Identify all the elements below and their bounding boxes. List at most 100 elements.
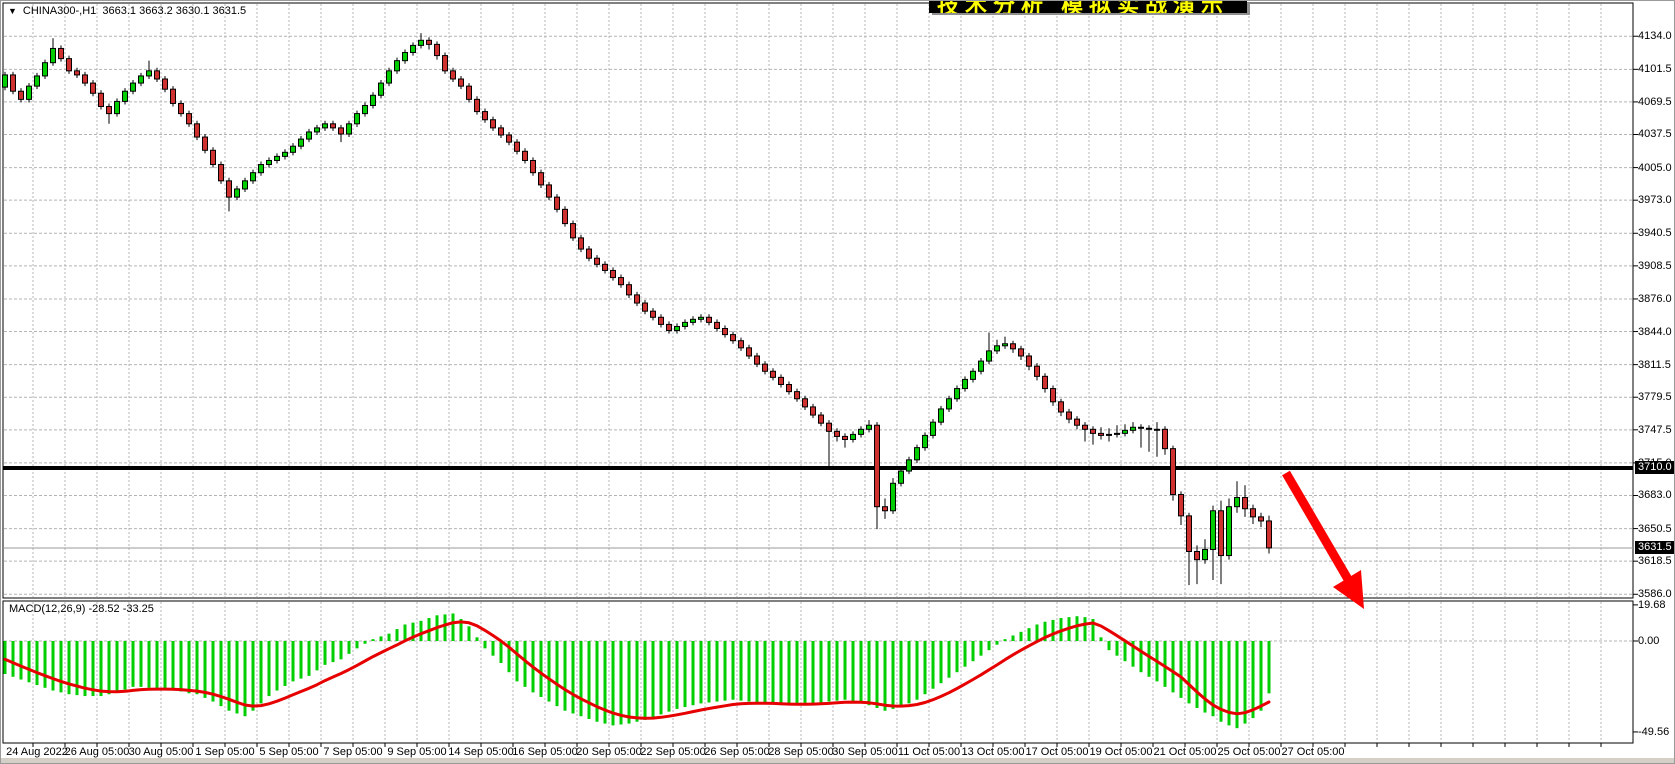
- candle-body: [682, 321, 688, 327]
- macd-tick-label: 0.00: [1638, 635, 1660, 647]
- macd-bar: [299, 641, 303, 679]
- macd-bar: [683, 641, 687, 708]
- macd-bar: [739, 641, 743, 701]
- time-tick-label: 27 Oct 05:00: [1281, 746, 1345, 758]
- macd-bar: [219, 641, 223, 707]
- candle-body: [602, 263, 608, 271]
- macd-bar: [643, 641, 647, 720]
- candle-body: [106, 105, 112, 115]
- candle-body: [1018, 348, 1024, 357]
- macd-bar: [1219, 641, 1223, 722]
- candle-body: [314, 127, 320, 133]
- macd-bar: [331, 641, 335, 663]
- candle-body: [1226, 506, 1232, 557]
- main-chart-area[interactable]: [2, 2, 1634, 599]
- price-tick-label: 3747.5: [1638, 423, 1672, 436]
- macd-bar: [467, 626, 471, 641]
- macd-bar: [699, 641, 703, 704]
- macd-bar: [307, 641, 311, 676]
- candle-body: [362, 104, 368, 115]
- time-tick-label: 16 Sep 05:00: [512, 746, 578, 758]
- macd-bar: [819, 641, 823, 703]
- candle-body: [914, 447, 920, 461]
- macd-bar: [347, 641, 351, 654]
- macd-bar: [707, 641, 711, 703]
- candle-body: [18, 90, 24, 100]
- candle-body: [146, 70, 152, 77]
- candle-body: [482, 111, 488, 121]
- candle-body: [834, 430, 840, 437]
- candle-body: [626, 284, 632, 296]
- candle-body: [354, 113, 360, 125]
- macd-tick-label: 19.68: [1638, 598, 1666, 611]
- candle-body: [34, 75, 40, 87]
- macd-bar: [1195, 641, 1199, 708]
- candle-body: [818, 414, 824, 424]
- time-tick-label: 19 Oct 05:00: [1089, 746, 1153, 758]
- candle-body: [970, 370, 976, 380]
- candle-body: [538, 172, 544, 186]
- price-tick-label: 4005.0: [1638, 161, 1672, 174]
- candle-body: [1242, 497, 1248, 510]
- candle-body: [498, 127, 504, 136]
- candle-body: [1258, 516, 1264, 522]
- macd-bar: [963, 641, 967, 667]
- macd-bar: [395, 629, 399, 641]
- macd-bar: [827, 641, 831, 702]
- macd-bar: [115, 641, 119, 693]
- candle-body: [746, 347, 752, 357]
- macd-bar: [51, 641, 55, 691]
- candle-body: [2, 74, 8, 88]
- candle-body: [882, 506, 888, 512]
- candle-body: [474, 98, 480, 113]
- macd-panel-area[interactable]: [2, 600, 1634, 744]
- macd-bar: [11, 641, 15, 677]
- time-tick-label: 22 Sep 05:00: [640, 746, 706, 758]
- candle-body: [1002, 343, 1008, 347]
- macd-bar: [83, 641, 87, 697]
- macd-bar: [731, 641, 735, 700]
- macd-bar: [411, 622, 415, 641]
- candle-body: [1146, 427, 1152, 430]
- macd-bar: [107, 641, 111, 695]
- candle-body: [1050, 388, 1056, 403]
- candle-body: [370, 94, 376, 106]
- time-tick-label: 24 Aug 2022: [6, 746, 68, 758]
- macd-bar: [1131, 641, 1135, 667]
- candle-body: [10, 74, 16, 92]
- candle-body: [578, 237, 584, 250]
- macd-bar: [715, 641, 719, 702]
- candle-body: [202, 136, 208, 151]
- macd-bar: [1179, 641, 1183, 698]
- macd-bar: [1243, 641, 1247, 724]
- macd-bar: [523, 641, 527, 687]
- candle-body: [442, 55, 448, 72]
- price-tick-label: 3940.5: [1638, 227, 1672, 240]
- price-lines-layer[interactable]: [3, 466, 1633, 549]
- macd-bar: [283, 641, 287, 686]
- trend-arrow-annotation[interactable]: [1282, 470, 1364, 609]
- candle-body: [458, 78, 464, 87]
- macd-bar: [99, 641, 103, 697]
- candle-body: [906, 459, 912, 472]
- collapse-arrow-icon[interactable]: ▼: [8, 6, 17, 16]
- symbol-period-label: CHINA300-,H1: [22, 5, 97, 17]
- candle-body: [1210, 510, 1216, 550]
- candle-body: [1066, 411, 1072, 420]
- candle-body: [1266, 520, 1272, 549]
- macd-bar: [611, 641, 615, 726]
- time-tick-label: 11 Oct 05:00: [897, 746, 961, 758]
- time-tick-label: 9 Sep 05:00: [387, 746, 447, 758]
- candle-body: [394, 60, 400, 72]
- candle-body: [506, 134, 512, 143]
- candle-body: [66, 58, 72, 72]
- macd-bar: [515, 641, 519, 682]
- macd-bar: [123, 641, 127, 690]
- candle-body: [26, 85, 32, 100]
- candle-body: [1090, 428, 1096, 434]
- price-tick-label: 3844.0: [1638, 325, 1672, 338]
- macd-bar: [787, 641, 791, 706]
- macd-bar: [795, 641, 799, 706]
